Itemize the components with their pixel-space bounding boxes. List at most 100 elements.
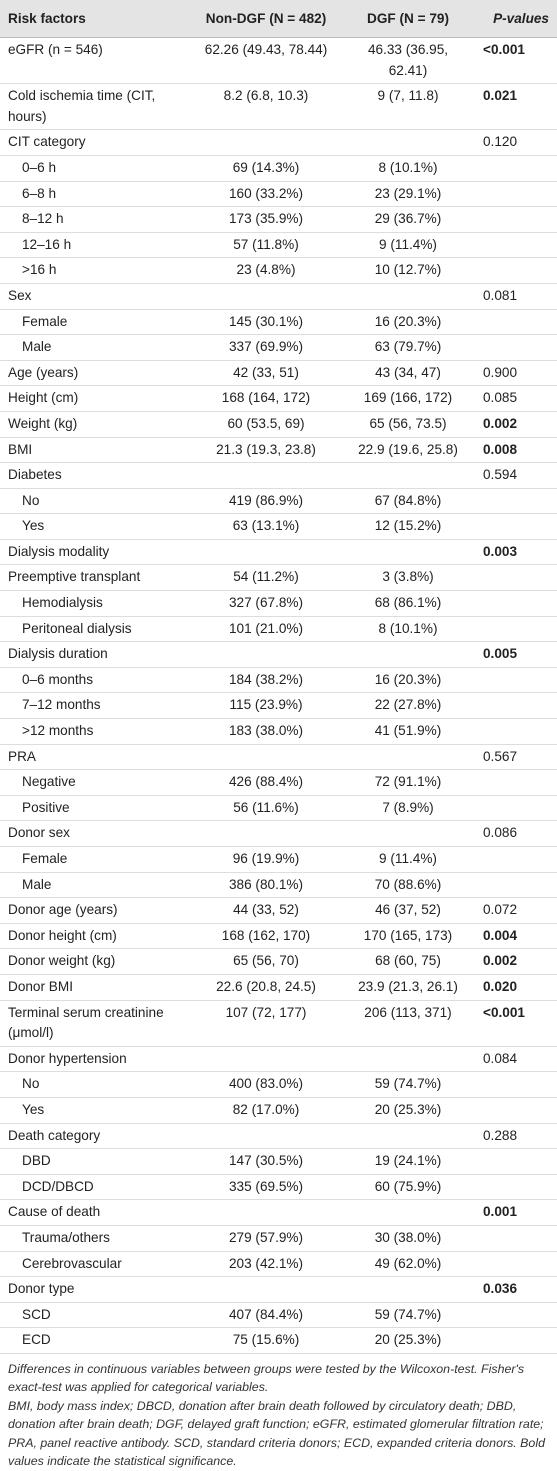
table-row: 12–16 h 57 (11.8%) 9 (11.4%) <box>0 232 557 259</box>
row-label: No <box>0 1071 185 1098</box>
row-label: No <box>0 488 185 515</box>
cell: 407 (84.4%) <box>185 1302 347 1329</box>
cell <box>185 744 347 771</box>
cell: 72 (91.1%) <box>347 769 469 796</box>
row-label: 6–8 h <box>0 181 185 208</box>
cell: <0.001 <box>469 37 557 85</box>
table-row: 8–12 h 173 (35.9%) 29 (36.7%) <box>0 206 557 233</box>
table-row: CIT category 0.120 <box>0 129 557 156</box>
cell <box>469 1097 557 1124</box>
cell: 21.3 (19.3, 23.8) <box>185 437 347 464</box>
cell: 0.567 <box>469 744 557 771</box>
cell <box>347 744 469 771</box>
cell: 0.288 <box>469 1123 557 1150</box>
cell: 0.081 <box>469 283 557 310</box>
cell: 69 (14.3%) <box>185 155 347 182</box>
cell <box>347 1123 469 1150</box>
cell: 7 (8.9%) <box>347 795 469 822</box>
cell <box>185 1123 347 1150</box>
table-row: Trauma/others 279 (57.9%) 30 (38.0%) <box>0 1225 557 1252</box>
table-row: Donor type 0.036 <box>0 1276 557 1303</box>
row-label: Weight (kg) <box>0 411 185 438</box>
cell <box>469 590 557 617</box>
row-label: Donor height (cm) <box>0 923 185 950</box>
table-row: ECD 75 (15.6%) 20 (25.3%) <box>0 1327 557 1354</box>
header-cell: P-values <box>469 0 557 38</box>
table-row: Terminal serum creatinine (μmol/l) 107 (7… <box>0 1000 557 1047</box>
row-label: 8–12 h <box>0 206 185 233</box>
cell <box>347 283 469 310</box>
cell <box>185 539 347 566</box>
cell: 327 (67.8%) <box>185 590 347 617</box>
cell <box>469 846 557 873</box>
cell: 20 (25.3%) <box>347 1327 469 1354</box>
cell: 335 (69.5%) <box>185 1174 347 1201</box>
cell: 0.900 <box>469 360 557 387</box>
cell: 101 (21.0%) <box>185 616 347 643</box>
cell: 49 (62.0%) <box>347 1251 469 1278</box>
table-row: Dialysis modality 0.003 <box>0 539 557 566</box>
cell: 386 (80.1%) <box>185 872 347 899</box>
cell: 22.9 (19.6, 25.8) <box>347 437 469 464</box>
table-row: Yes 63 (13.1%) 12 (15.2%) <box>0 513 557 540</box>
cell: 82 (17.0%) <box>185 1097 347 1124</box>
row-label: Dialysis duration <box>0 641 185 668</box>
cell <box>469 564 557 592</box>
cell: 0.008 <box>469 437 557 464</box>
cell <box>347 462 469 489</box>
row-label: BMI <box>0 437 185 464</box>
table-row: Female 96 (19.9%) 9 (11.4%) <box>0 846 557 873</box>
table-row: Weight (kg) 60 (53.5, 69) 65 (56, 73.5) 0.0… <box>0 411 557 438</box>
cell <box>469 795 557 822</box>
header-row: Risk factors Non-DGF (N = 482) DGF (N = 79… <box>0 0 557 38</box>
cell <box>469 257 557 284</box>
row-label: Negative <box>0 769 185 796</box>
cell: 0.072 <box>469 897 557 924</box>
cell: 68 (86.1%) <box>347 590 469 617</box>
table-row: Donor sex 0.086 <box>0 820 557 847</box>
row-label: Terminal serum creatinine (μmol/l) <box>0 1000 185 1047</box>
cell: 0.004 <box>469 923 557 950</box>
cell: 169 (166, 172) <box>347 385 469 412</box>
table-row: Cerebrovascular 203 (42.1%) 49 (62.0%) <box>0 1251 557 1278</box>
cell <box>469 616 557 643</box>
table-row: Female 145 (30.1%) 16 (20.3%) <box>0 309 557 336</box>
cell <box>185 1046 347 1073</box>
cell <box>185 820 347 847</box>
cell: 16 (20.3%) <box>347 667 469 694</box>
cell: 8.2 (6.8, 10.3) <box>185 83 347 131</box>
cell <box>347 1046 469 1073</box>
cell: 23.9 (21.3, 26.1) <box>347 974 469 1001</box>
row-label: Female <box>0 309 185 336</box>
table-row: Cold ischemia time (CIT, hours) 8.2 (6.8,… <box>0 83 557 131</box>
row-label: Sex <box>0 283 185 310</box>
cell <box>185 129 347 156</box>
cell: 9 (7, 11.8) <box>347 83 469 131</box>
table-row: Death category 0.288 <box>0 1123 557 1150</box>
cell: 0.005 <box>469 641 557 668</box>
cell <box>469 1327 557 1354</box>
row-label: 0–6 months <box>0 667 185 694</box>
row-label: Yes <box>0 513 185 540</box>
row-label: SCD <box>0 1302 185 1329</box>
row-label: >12 months <box>0 718 185 745</box>
cell: 41 (51.9%) <box>347 718 469 745</box>
cell: 426 (88.4%) <box>185 769 347 796</box>
cell: 0.086 <box>469 820 557 847</box>
cell <box>469 232 557 259</box>
row-label: Height (cm) <box>0 385 185 412</box>
cell: 19 (24.1%) <box>347 1148 469 1175</box>
row-label: Donor sex <box>0 820 185 847</box>
row-label: Cause of death <box>0 1199 185 1226</box>
cell: 23 (4.8%) <box>185 257 347 284</box>
table-row: No 400 (83.0%) 59 (74.7%) <box>0 1071 557 1098</box>
cell: 65 (56, 70) <box>185 948 347 975</box>
row-label: Positive <box>0 795 185 822</box>
cell <box>185 641 347 668</box>
cell <box>469 334 557 361</box>
table-row: Preemptive transplant 54 (11.2%) 3 (3.8%) <box>0 564 557 592</box>
cell: 168 (164, 172) <box>185 385 347 412</box>
cell: 60 (53.5, 69) <box>185 411 347 438</box>
table-row: Peritoneal dialysis 101 (21.0%) 8 (10.1%) <box>0 616 557 643</box>
